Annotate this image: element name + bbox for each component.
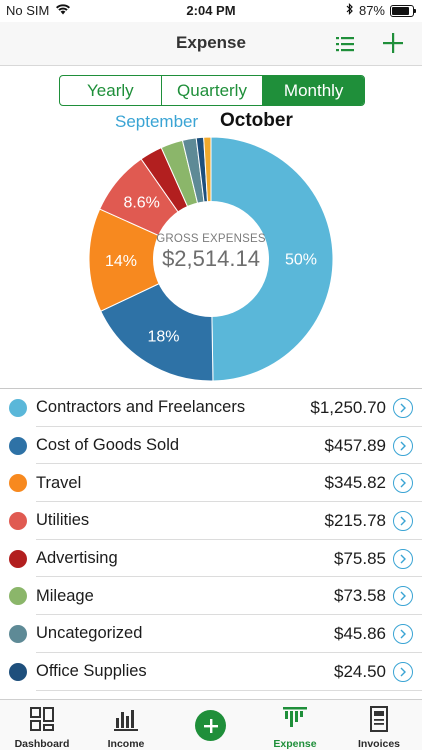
expense-donut-chart: GROSS EXPENSES $2,514.14 50% 18% 14% 8.6%: [88, 136, 334, 382]
add-expense-button[interactable]: [381, 31, 405, 55]
battery-icon: [390, 4, 416, 17]
page-title: Expense: [176, 33, 246, 52]
category-color-dot: [9, 474, 27, 493]
category-amount: $73.58: [334, 586, 386, 606]
category-amount: $1,250.70: [310, 397, 386, 417]
expense-category-list: Contractors and Freelancers $1,250.70 Co…: [0, 388, 422, 699]
category-amount: $24.50: [334, 661, 386, 681]
category-amount: $345.82: [324, 473, 386, 493]
donut-hole: [153, 201, 269, 317]
list-item[interactable]: Travel $345.82: [0, 464, 422, 502]
category-name: Contractors and Freelancers: [36, 398, 246, 417]
tab-expense[interactable]: Expense: [253, 706, 337, 750]
current-month-label: October: [220, 110, 293, 131]
tab-label: Income: [107, 738, 145, 750]
quick-add-button[interactable]: [195, 710, 226, 741]
category-color-dot: [9, 624, 27, 643]
navigation-bar: Expense: [0, 22, 422, 66]
slice-percent-label: 50%: [285, 251, 317, 268]
chevron-right-icon[interactable]: [393, 510, 413, 531]
category-color-dot: [9, 436, 27, 455]
status-left: No SIM: [6, 3, 71, 18]
category-amount: $75.85: [334, 548, 386, 568]
chevron-right-icon[interactable]: [393, 586, 413, 607]
dashboard-icon: [0, 706, 84, 732]
tab-income[interactable]: Income: [84, 706, 168, 750]
tab-label: Invoices: [357, 738, 401, 750]
category-color-dot: [9, 587, 27, 606]
chevron-right-icon[interactable]: [393, 397, 413, 418]
chevron-right-icon[interactable]: [393, 548, 413, 569]
plus-icon: [203, 718, 218, 733]
slice-percent-label: 14%: [105, 253, 137, 270]
category-color-dot: [9, 398, 27, 417]
tab-label: Expense: [273, 738, 317, 750]
slice-percent-label: 8.6%: [123, 195, 159, 212]
tab-quarterly[interactable]: Quarterly: [160, 76, 263, 105]
category-amount: $45.86: [334, 623, 386, 643]
category-amount: $457.89: [324, 435, 386, 455]
list-item[interactable]: Contractors and Freelancers $1,250.70: [0, 389, 422, 427]
tab-label: Dashboard: [14, 738, 70, 750]
chevron-right-icon[interactable]: [393, 623, 413, 644]
list-icon: [336, 37, 354, 52]
battery-percent: 87%: [358, 3, 385, 18]
list-view-button[interactable]: [334, 33, 356, 55]
expense-bars-icon: [253, 706, 337, 732]
month-switcher: September October: [0, 110, 422, 134]
category-name: Utilities: [36, 511, 90, 530]
category-amount: $215.78: [324, 510, 386, 530]
donut-slice-travel[interactable]: [88, 208, 213, 312]
category-name: Cost of Goods Sold: [36, 436, 180, 455]
bluetooth-icon: [346, 3, 354, 18]
category-color-dot: [9, 511, 27, 530]
donut-svg: GROSS EXPENSES $2,514.14 50% 18% 14% 8.6%: [88, 136, 334, 382]
status-bar: No SIM 2:04 PM 87%: [0, 0, 422, 22]
category-name: Travel: [36, 473, 82, 492]
invoice-document-icon: [337, 706, 421, 732]
list-item[interactable]: Cost of Goods Sold $457.89: [0, 427, 422, 465]
gross-expenses-caption: GROSS EXPENSES: [156, 233, 266, 245]
carrier-label: No SIM: [6, 3, 50, 18]
chevron-right-icon[interactable]: [393, 473, 413, 494]
gross-expenses-total: $2,514.14: [162, 246, 260, 271]
status-right: 87%: [346, 3, 416, 18]
income-bar-chart-icon: [84, 706, 168, 732]
battery-fill: [392, 6, 410, 15]
chevron-right-icon[interactable]: [393, 661, 413, 682]
category-name: Uncategorized: [36, 624, 143, 643]
tab-invoices[interactable]: Invoices: [337, 706, 421, 750]
list-item[interactable]: Office Supplies $24.50: [0, 653, 422, 691]
list-item[interactable]: Uncategorized $45.86: [0, 615, 422, 653]
previous-month-button[interactable]: September: [115, 112, 199, 131]
plus-icon: [383, 33, 403, 53]
category-name: Advertising: [36, 549, 118, 568]
list-item[interactable]: Mileage $73.58: [0, 577, 422, 615]
category-name: Office Supplies: [36, 662, 147, 681]
period-segmented-control: Yearly Quarterly Monthly: [59, 75, 365, 106]
chevron-right-icon[interactable]: [393, 435, 413, 456]
wifi-icon: [55, 3, 71, 18]
donut-slice-contractors-and-freelancers[interactable]: [210, 136, 334, 382]
list-item[interactable]: Advertising $75.85: [0, 540, 422, 578]
list-item[interactable]: Utilities $215.78: [0, 502, 422, 540]
category-color-dot: [9, 662, 27, 681]
tab-yearly[interactable]: Yearly: [87, 80, 134, 100]
slice-percent-label: 18%: [147, 328, 179, 345]
bottom-tab-bar: Dashboard Income Ex: [0, 699, 422, 750]
category-name: Mileage: [36, 586, 94, 605]
category-color-dot: [9, 549, 27, 568]
tab-monthly[interactable]: Monthly: [262, 76, 364, 105]
tab-dashboard[interactable]: Dashboard: [0, 706, 84, 750]
status-time: 2:04 PM: [186, 3, 236, 18]
